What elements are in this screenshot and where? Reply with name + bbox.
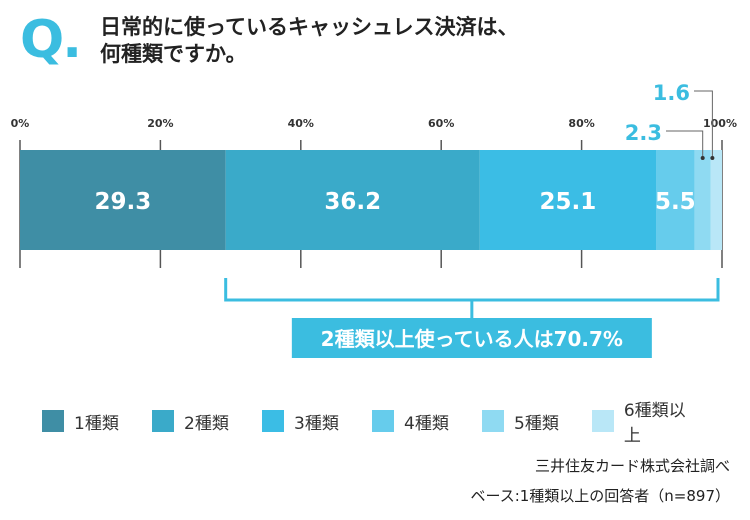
- legend: 1種類 2種類 3種類 4種類 5種類 6種類以上: [42, 396, 702, 446]
- legend-item: 4種類: [372, 396, 482, 446]
- title-line-1: 日常的に使っているキャッシュレス決済は、: [100, 15, 519, 39]
- legend-swatch: [152, 410, 174, 432]
- bar-segment: [710, 150, 722, 250]
- legend-item: 5種類: [482, 396, 592, 446]
- data-label: 29.3: [94, 189, 151, 215]
- source-line-2: ベース:1種類以上の回答者（n=897）: [470, 487, 730, 505]
- tick-label: 40%: [288, 117, 314, 130]
- tick-label: 60%: [428, 117, 454, 130]
- legend-label: 3種類: [294, 413, 339, 434]
- leader-dot: [710, 156, 715, 160]
- tick-label: 0%: [11, 117, 30, 130]
- leader-line: [694, 90, 713, 158]
- legend-item: 1種類: [42, 396, 152, 446]
- bar-segment: [20, 150, 226, 250]
- data-label: 5.5: [655, 189, 696, 215]
- bracket: [224, 278, 720, 302]
- legend-item: 3種類: [262, 396, 372, 446]
- data-label: 2.3: [625, 121, 662, 145]
- legend-label: 4種類: [404, 413, 449, 434]
- legend-item: 2種類: [152, 396, 262, 446]
- legend-label: 2種類: [184, 413, 229, 434]
- leader-dot: [700, 156, 705, 160]
- legend-swatch: [372, 410, 394, 432]
- data-label: 36.2: [324, 189, 381, 215]
- page-title: 日常的に使っているキャッシュレス決済は、 何種類ですか。: [100, 14, 620, 68]
- tick-label: 80%: [568, 117, 594, 130]
- bar-segment: [694, 150, 711, 250]
- data-label: 1.6: [653, 81, 690, 105]
- tick-label: 100%: [703, 117, 737, 130]
- question-mark: Q.: [20, 10, 82, 70]
- legend-label: 1種類: [74, 413, 119, 434]
- legend-swatch: [482, 410, 504, 432]
- source-note: 三井住友カード株式会社調べ ベース:1種類以上の回答者（n=897）: [470, 451, 730, 511]
- stacked-bar-chart: 0% 20% 40% 60% 80% 100% 29.3 36.2 25.1 5.5 2.3 1.6 2…: [11, 81, 737, 358]
- legend-item: 6種類以上: [592, 396, 702, 446]
- data-label: 25.1: [540, 189, 597, 215]
- title-line-2: 何種類ですか。: [100, 42, 247, 66]
- tick-label: 20%: [147, 117, 173, 130]
- annotation-text: 2種類以上使っている人は70.7%: [321, 327, 623, 351]
- legend-label: 5種類: [514, 413, 559, 434]
- legend-swatch: [262, 410, 284, 432]
- bar-segment: [479, 150, 657, 250]
- bar-segment: [656, 150, 695, 250]
- leader-line: [666, 130, 704, 158]
- annotation-box: [291, 318, 652, 358]
- legend-swatch: [592, 410, 614, 432]
- source-line-1: 三井住友カード株式会社調べ: [534, 457, 730, 475]
- bar-segment: [225, 150, 480, 250]
- legend-label: 6種類以上: [623, 401, 686, 446]
- legend-swatch: [42, 410, 64, 432]
